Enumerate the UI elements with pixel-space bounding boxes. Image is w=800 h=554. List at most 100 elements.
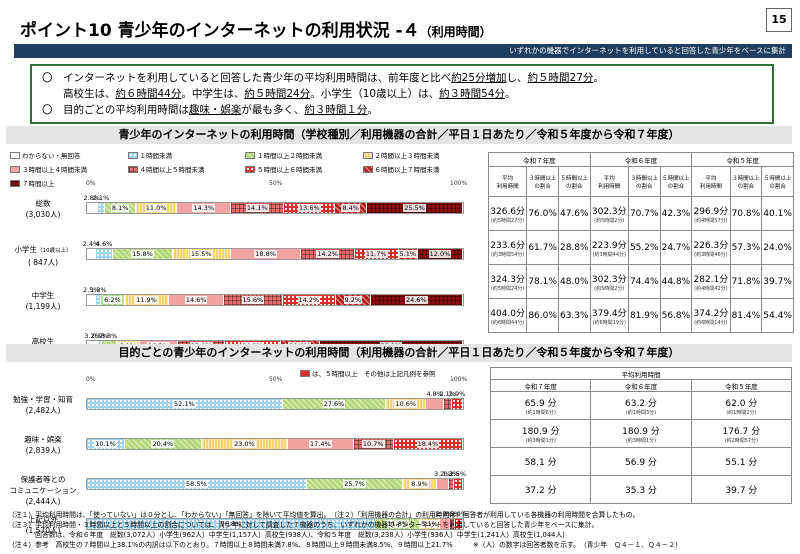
bar-segment: 4.8% (426, 390, 445, 409)
table-cell: 56.9 分 (590, 447, 692, 476)
table-value: 62.0 分 (725, 398, 758, 409)
legend-item: １時間以上２時間未満 (245, 150, 363, 160)
bar-segment: 25.5% (367, 203, 463, 213)
stacked-bar: 58.5% 25.7% 8.9% 3.2% 1.3% 2.5% (86, 470, 466, 490)
bar-segment: 5.1% (420, 519, 440, 529)
category-label-line: (1,199人) (25, 302, 61, 311)
page-number: 15 (766, 8, 792, 32)
table-subvalue: (約6時間19分) (592, 319, 626, 326)
axis-tick-label: 0% (86, 376, 96, 383)
legend-label: わからない・無回答 (22, 152, 81, 160)
table-cell: 24.7% (659, 230, 693, 265)
summary-text: 。中学生は、 (181, 88, 245, 100)
table-cell: 379.4分 (約6時間19分) (589, 298, 629, 333)
data-label: 58.5% (185, 480, 208, 488)
data-label: 14.6% (184, 296, 208, 304)
table-value: 65.9 分 (524, 398, 557, 409)
data-label: 25.5% (403, 204, 426, 212)
bar-segment: 8.9% (403, 479, 437, 489)
category-label-line: 総数 (35, 199, 51, 208)
footnote-line: （注４）参考 高校生の７時間以上38.1%の内訳は以下のとおり。７時間以上８時間… (8, 541, 682, 549)
table-cell: 81.4% (729, 298, 763, 333)
footnotes: （注１）平均利用時間は、「使っていない」は０分とし、「わからない」「無回答」を除… (8, 510, 794, 550)
category-label-line: (2,839人) (25, 446, 61, 455)
data-label: 8.1% (110, 204, 130, 212)
data-label: 10.6% (394, 400, 418, 408)
bar-segment: 2.1% (93, 194, 109, 213)
table-cell: 24.0% (761, 230, 794, 265)
table-value: 176.7 分 (722, 426, 761, 437)
summary-text: 。小学生（10歳以上）は、 (310, 88, 440, 100)
table-row: 37.2 分 35.3 分 39.7 分 (489, 475, 793, 504)
table-col-row: 平均 利用時間 ３時間以上 の割合 ５時間以上 の割合 平均 利用時間 ３時間以上 の割… (487, 166, 794, 197)
data-label: 18.4% (416, 440, 440, 448)
bar-segment: 1.5% (444, 510, 460, 529)
data-label: 23.0% (233, 440, 256, 448)
table-value: 302.3分 (591, 206, 627, 217)
data-label: 2.4% (82, 240, 100, 248)
data-label: 14.2% (297, 296, 321, 304)
data-label: 12.0% (428, 250, 452, 258)
data-label: 6.2% (103, 296, 122, 304)
legend-label: １時間未満 (139, 152, 173, 160)
table-subvalue: (約3時間54分) (490, 251, 525, 258)
summary-text: 。 (367, 104, 378, 116)
bar-segment: 17.4% (288, 439, 354, 449)
data-label: 14.3% (192, 204, 216, 212)
data-label: 18.8% (254, 250, 277, 258)
table-year-header: 令和５年度 (691, 152, 794, 167)
table-value: 28.8% (559, 242, 589, 253)
table-title: 平均利用時間 (490, 367, 792, 380)
legend-label: ２時間以上３時間未満 (374, 152, 440, 160)
table-cell: 55.1 分 (690, 447, 793, 476)
table-year-header: 令和６年度 (589, 152, 693, 167)
legend-swatch (362, 165, 373, 173)
table-col-header: 平均 利用時間 (589, 166, 629, 197)
footnote-line: （注３）平均利用時間・３時間以上と５時間以上の割合については、青少年に対して調査… (8, 521, 599, 529)
bar-segment: 5.1% (398, 249, 418, 259)
bar-segment: 15.8% (113, 249, 173, 259)
table-year-header: 令和６年度 (590, 379, 692, 392)
bar-segment: 2.9% (449, 390, 465, 409)
table-col-header: 平均 利用時間 (691, 166, 731, 197)
table-value: 223.9分 (591, 240, 627, 251)
data-label: 9.2% (343, 296, 363, 304)
footnote-line: 回答数は、令和６年度 総数(3,072人）小学生(962人）中学生(1,157人… (8, 531, 565, 539)
bar-segment: 20.4% (124, 439, 202, 449)
data-label: 1.3% (90, 286, 107, 294)
table-value: 226.3分 (693, 240, 729, 251)
table-value: 374.2分 (693, 308, 729, 319)
category-note: （10歳以上） (37, 248, 72, 254)
data-label: 52.1% (173, 400, 196, 408)
table-value: 70.8% (731, 208, 761, 219)
data-label: 3.2% (433, 470, 451, 478)
data-label: 2.5% (449, 470, 467, 478)
data-label: 15.6% (241, 296, 265, 304)
table-row: 404.0分 (約6時間44分) 86.0% 63.3% 379.4分 (約6時間19分)… (487, 298, 794, 333)
table-cell: 47.6% (557, 196, 591, 231)
category-label-line: (2,482人) (25, 406, 61, 415)
table-cell: 296.9分 (約4時間57分) (691, 196, 731, 231)
data-label: 76.8% (219, 520, 243, 528)
table-value: 404.0分 (490, 308, 526, 319)
table-value: 56.9 分 (625, 458, 657, 468)
table-row: 65.9 分 (約1時間6分) 63.2 分 (約1時間3分) 62.0 分 (約1時間2… (489, 391, 793, 420)
legend-swatch (10, 165, 20, 173)
bar-segment: 12.0% (417, 249, 463, 259)
legend-swatch (245, 151, 255, 159)
table-subvalue: (約3時間46分) (694, 251, 728, 258)
table-subvalue: (約5時間24分) (490, 285, 525, 292)
bar-segment: 52.1% (87, 399, 283, 409)
bar-segment: 24.6% (370, 295, 463, 305)
summary-line-3: 〇 目的ごとの平均利用時間は趣味・娯楽が最も多く、約３時間１分。 (42, 102, 762, 118)
legend-item: ４時間以上５時間未満 (127, 164, 246, 174)
table-value: 24.7% (661, 242, 691, 253)
axis-tick-label: 50% (269, 376, 283, 383)
data-label: 8.4% (341, 204, 360, 212)
table-cell: 81.9% (627, 298, 661, 333)
table-cell: 56.8% (659, 298, 693, 333)
table-cell: 71.8% (729, 264, 763, 299)
data-label: 11.7% (364, 250, 388, 258)
table-subvalue: (約1時間2分) (726, 409, 757, 416)
summary-text: 。 (505, 88, 516, 100)
